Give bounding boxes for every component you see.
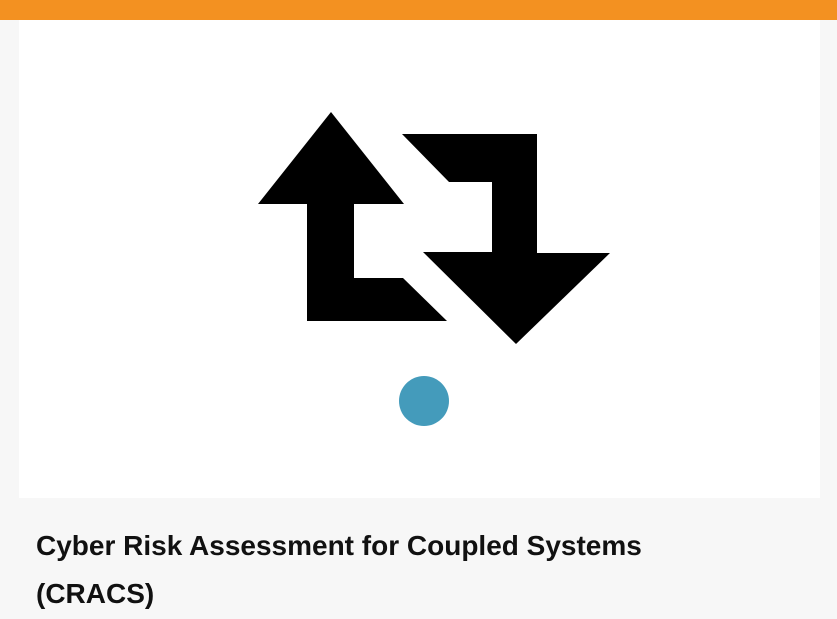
project-title[interactable]: Cyber Risk Assessment for Coupled System… <box>36 530 642 609</box>
downward-arrow-icon <box>402 134 610 344</box>
bidirectional-arrow-icon <box>258 112 610 344</box>
orange-top-bar <box>0 0 837 20</box>
project-card[interactable]: Cyber Risk Assessment for Coupled System… <box>0 20 837 619</box>
cracs-logo <box>258 112 610 426</box>
project-image-panel[interactable] <box>19 20 820 498</box>
upward-arrow-icon <box>258 112 447 321</box>
status-dot-icon <box>399 376 449 426</box>
